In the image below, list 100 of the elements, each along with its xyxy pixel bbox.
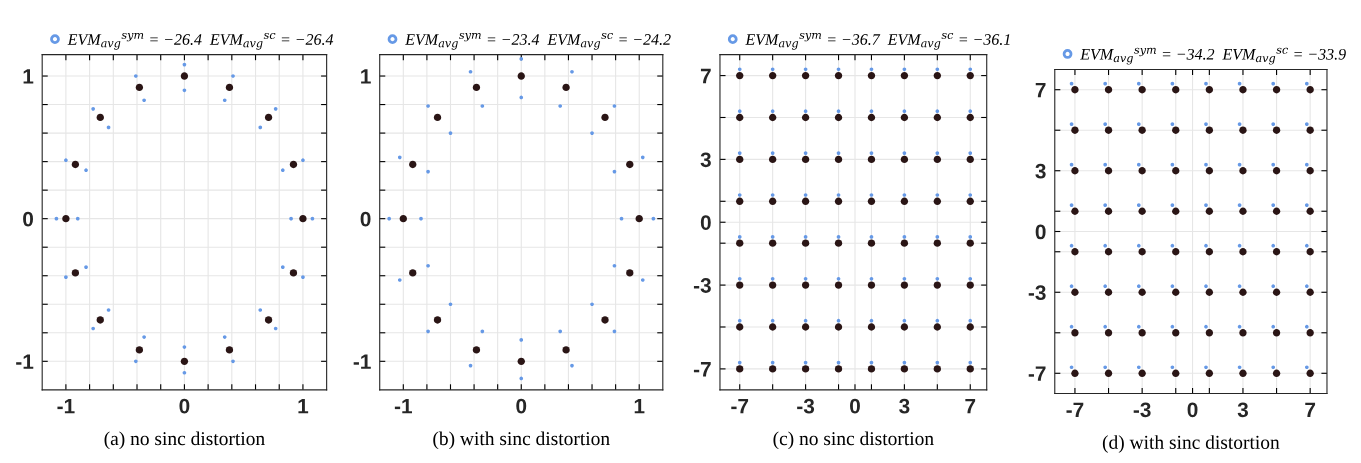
point (433, 316, 442, 324)
point (280, 168, 285, 173)
point (399, 215, 407, 223)
point (409, 160, 417, 169)
point (289, 216, 293, 221)
point (301, 158, 305, 163)
x-tick-label: 0 (1187, 402, 1198, 418)
point (519, 376, 524, 381)
point (258, 125, 263, 130)
point (96, 316, 104, 324)
point (180, 72, 189, 80)
y-tick-label: 0 (360, 211, 371, 227)
point (180, 357, 189, 365)
point (96, 113, 104, 122)
point (91, 326, 95, 331)
point (84, 168, 88, 173)
point (273, 107, 278, 111)
point (570, 69, 574, 74)
point (468, 69, 473, 74)
point (289, 269, 298, 277)
legend-label: EVM$_{avg}$$^{sym}$ = −23.4 EVM$_{avg}$$^{sc}$ = −24.2 (405, 32, 671, 50)
y-tick-label: 1 (361, 69, 371, 84)
point (590, 131, 594, 135)
point (426, 329, 430, 334)
point (182, 345, 187, 349)
x-axis-title: (a) no sinc distortion (104, 431, 265, 450)
x-tick-label: 0 (179, 398, 190, 414)
point (640, 155, 645, 160)
point (142, 335, 146, 339)
x-tick-label: -3 (797, 398, 815, 414)
point (433, 113, 442, 122)
point (64, 275, 68, 279)
point (448, 131, 453, 135)
point (562, 346, 570, 354)
point (626, 269, 634, 277)
point (299, 215, 307, 223)
x-tick-label: 7 (965, 398, 976, 414)
point (135, 83, 144, 92)
x-axis-title: (c) no sinc distortion (773, 431, 934, 450)
legend-label: EVM$_{avg}$$^{sym}$ = −26.4 EVM$_{avg}$$^{sc}$ = −26.4 (67, 32, 334, 50)
point (612, 263, 617, 268)
point (142, 98, 146, 103)
point (519, 95, 524, 100)
point (71, 269, 80, 277)
point (419, 216, 423, 221)
x-tick-label: -7 (1066, 402, 1084, 417)
point (133, 359, 138, 364)
point (71, 160, 80, 169)
point (62, 215, 70, 223)
point (426, 263, 430, 268)
point (264, 316, 273, 324)
point (231, 359, 235, 364)
point (558, 104, 563, 108)
point (133, 74, 138, 78)
point (601, 316, 609, 324)
point (64, 158, 68, 163)
point (135, 346, 144, 354)
point (426, 169, 430, 174)
point (472, 83, 481, 92)
point (517, 72, 525, 80)
y-tick-label: 3 (1035, 163, 1046, 179)
point (472, 346, 481, 354)
y-tick-label: -1 (16, 354, 34, 369)
y-tick-label: -3 (693, 278, 711, 293)
point (517, 357, 525, 365)
y-tick-label: -3 (1028, 285, 1046, 301)
point (182, 370, 187, 375)
point (519, 338, 524, 342)
point (480, 104, 485, 108)
point (397, 155, 402, 160)
y-tick-label: 7 (700, 68, 711, 84)
point (626, 160, 634, 169)
point (106, 308, 111, 312)
point (225, 83, 234, 92)
y-tick-label: 7 (1035, 82, 1046, 98)
point (84, 265, 88, 270)
point (570, 363, 574, 368)
x-tick-label: 1 (298, 398, 309, 414)
point (601, 113, 609, 122)
y-tick-label: 0 (1035, 224, 1046, 240)
point (426, 104, 430, 108)
point (222, 98, 227, 103)
legend-label: EVM$_{avg}$$^{sym}$ = −36.7 EVM$_{avg}$$^{sc}$ = −36.1 (745, 32, 1010, 50)
y-tick-label: 0 (700, 215, 711, 230)
point (231, 74, 235, 78)
point (562, 83, 570, 92)
point (222, 335, 227, 339)
x-tick-label: -1 (394, 398, 412, 414)
point (264, 113, 273, 122)
y-tick-label: 3 (700, 152, 711, 168)
point (182, 88, 187, 93)
x-axis-title: (b) with sinc distortion (433, 431, 610, 450)
point (558, 329, 563, 334)
x-tick-label: 3 (1237, 402, 1248, 418)
point (590, 302, 594, 307)
y-tick-label: 0 (23, 211, 33, 227)
x-tick-label: 7 (1305, 402, 1316, 417)
x-tick-label: 1 (634, 398, 645, 414)
point (75, 216, 80, 221)
point (289, 160, 298, 169)
